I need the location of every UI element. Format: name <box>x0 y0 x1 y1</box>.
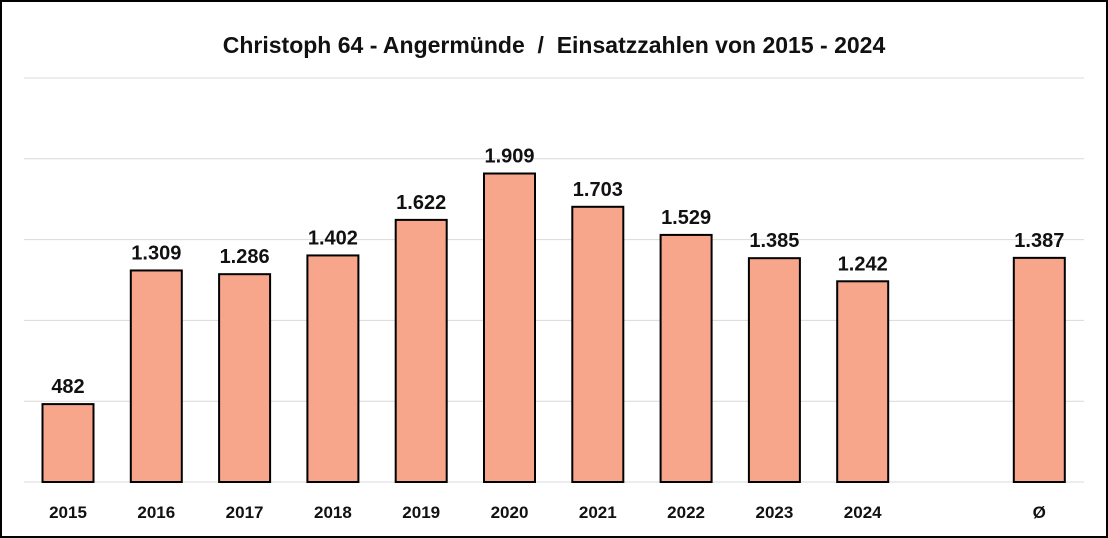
bar-2017 <box>218 273 272 483</box>
value-labels: 482 1.309 1.286 1.402 1.622 1.909 1.703 1.529 1.… <box>51 146 1064 399</box>
value-label: 1.242 <box>838 253 888 275</box>
x-tick-label: 2016 <box>137 503 175 522</box>
x-tick-label: 2024 <box>844 503 882 522</box>
x-tick-label: 2019 <box>402 503 440 522</box>
value-label: 482 <box>51 376 84 398</box>
x-tick-label: 2021 <box>579 503 617 522</box>
bar-2024 <box>836 280 890 483</box>
value-label: 1.529 <box>661 207 711 229</box>
x-tick-label: 2018 <box>314 503 352 522</box>
bar-Ø <box>1012 256 1066 484</box>
value-label: 1.402 <box>308 227 358 249</box>
x-tick-label: 2022 <box>667 503 705 522</box>
bar-2023 <box>747 257 801 483</box>
bars <box>41 172 1066 484</box>
value-label: 1.703 <box>573 179 623 201</box>
value-label: 1.286 <box>220 246 270 268</box>
gridlines <box>24 77 1084 483</box>
value-label: 1.622 <box>396 192 446 214</box>
x-axis-ticks: 2015 2016 2017 2018 2019 2020 2021 2022 2023 2024… <box>49 503 1046 522</box>
bar-2021 <box>571 205 625 483</box>
bar-2020 <box>483 172 536 483</box>
x-tick-label: 2017 <box>226 503 264 522</box>
bar-2022 <box>659 233 713 483</box>
x-tick-label: 2020 <box>491 503 529 522</box>
chart-title: Christoph 64 - Angermünde / Einsatzzahle… <box>222 32 886 58</box>
value-label: 1.909 <box>484 146 534 168</box>
value-label: 1.309 <box>131 242 181 264</box>
bar-2015 <box>41 403 95 483</box>
bar-2018 <box>306 254 360 483</box>
x-tick-label: 2015 <box>49 503 87 522</box>
bar-2016 <box>129 269 183 483</box>
value-label: 1.385 <box>749 230 799 252</box>
bar-2019 <box>394 218 448 483</box>
x-tick-label: Ø <box>1033 503 1046 522</box>
x-tick-label: 2023 <box>755 503 793 522</box>
value-label: 1.387 <box>1014 230 1064 252</box>
